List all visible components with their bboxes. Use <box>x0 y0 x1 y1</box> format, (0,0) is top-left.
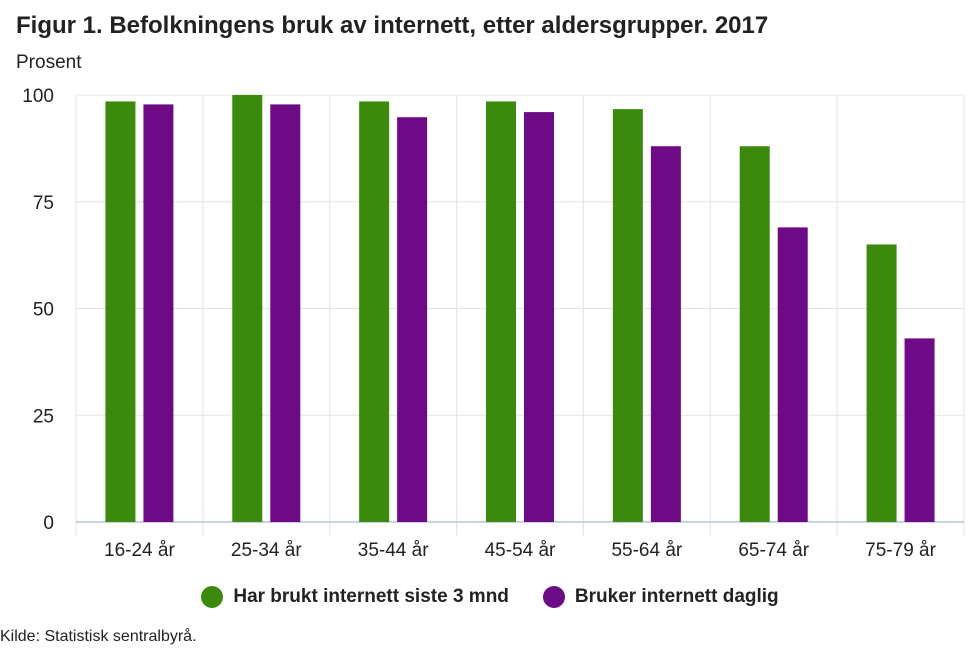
y-tick-label: 50 <box>33 300 54 321</box>
bar-series-2-5[interactable] <box>650 146 681 523</box>
y-tick-label: 0 <box>43 513 54 534</box>
legend: Har brukt internett siste 3 mnd Bruker i… <box>0 586 980 608</box>
bar-series-2-2[interactable] <box>270 104 301 523</box>
chart-title: Figur 1. Befolkningens bruk av internett… <box>16 12 769 39</box>
source-note: Kilde: Statistisk sentralbyrå. <box>0 628 197 645</box>
x-tick-label: 75-79 år <box>865 540 936 561</box>
bar-chart: 0 25 50 75 100 16-24 år 25-34 år 35-44 år 45-54… <box>22 86 965 561</box>
x-axis-ticks: 16-24 år 25-34 år 35-44 år 45-54 år 55-64 år… <box>104 540 937 561</box>
y-axis-ticks: 0 25 50 75 100 <box>22 86 54 534</box>
bar-series-1-5[interactable] <box>612 109 643 522</box>
legend-marker-series-2 <box>542 586 565 608</box>
bar-series-1-3[interactable] <box>359 101 390 522</box>
bar-series-2-6[interactable] <box>777 227 808 522</box>
bar-series-1-4[interactable] <box>486 101 516 522</box>
bar-series-1-1[interactable] <box>105 101 136 522</box>
legend-item-series-2[interactable]: Bruker internett daglig <box>542 586 779 608</box>
bar-series-1-6[interactable] <box>739 146 770 523</box>
y-axis-unit-label: Prosent <box>16 52 82 73</box>
x-tick-label: 55-64 år <box>611 540 682 561</box>
x-tick-label: 25-34 år <box>231 540 302 561</box>
y-tick-label: 25 <box>33 406 54 427</box>
legend-label-series-1: Har brukt internett siste 3 mnd <box>233 586 509 607</box>
bar-series-1-7[interactable] <box>866 244 897 522</box>
x-tick-label: 35-44 år <box>358 540 429 561</box>
legend-item-series-1[interactable]: Har brukt internett siste 3 mnd <box>201 586 509 608</box>
bars <box>105 95 935 523</box>
x-tick-label: 45-54 år <box>485 540 556 561</box>
bar-series-2-1[interactable] <box>143 104 174 523</box>
y-tick-label: 75 <box>33 193 54 214</box>
legend-marker-series-1 <box>201 586 224 608</box>
x-tick-label: 16-24 år <box>104 540 175 561</box>
y-tick-label: 100 <box>22 86 54 107</box>
grid-layer <box>75 94 965 536</box>
bar-series-2-4[interactable] <box>524 112 554 522</box>
legend-label-series-2: Bruker internett daglig <box>574 586 779 607</box>
bar-series-2-3[interactable] <box>397 117 428 522</box>
bar-series-2-7[interactable] <box>904 338 935 522</box>
x-tick-label: 65-74 år <box>738 540 809 561</box>
bar-series-1-2[interactable] <box>232 95 263 522</box>
